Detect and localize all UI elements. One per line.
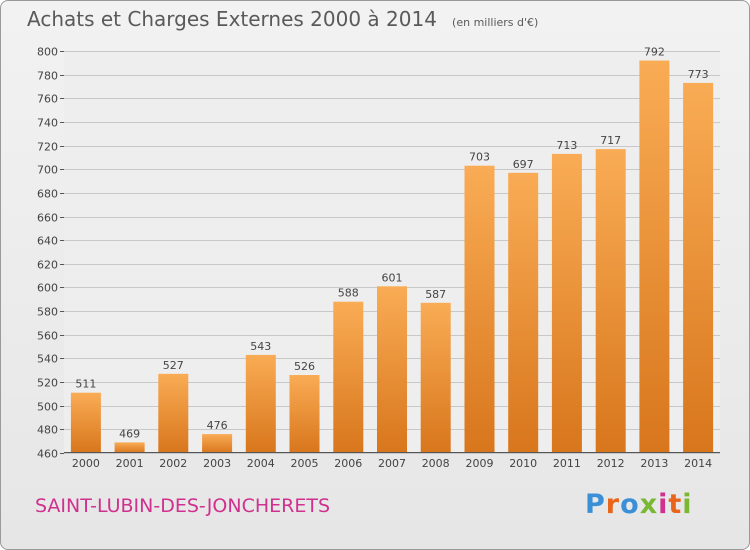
- logo-letter: o: [620, 489, 640, 520]
- data-label-2013: 792: [644, 46, 665, 59]
- y-tick-label: 780: [37, 70, 58, 83]
- bar-2007: [377, 286, 407, 453]
- data-label-2014: 773: [688, 68, 709, 81]
- data-label-2009: 703: [469, 151, 490, 164]
- chart-subtitle: (en milliers d'€): [452, 16, 539, 29]
- y-tick-label: 480: [37, 424, 58, 437]
- data-label-2004: 543: [250, 340, 271, 353]
- bar-2000: [70, 392, 101, 453]
- proxiti-logo: Proxiti: [585, 489, 693, 520]
- bar-2001: [114, 442, 145, 453]
- y-tick-label: 640: [37, 235, 58, 248]
- logo-letter: x: [639, 489, 659, 520]
- logo-letter: t: [668, 489, 683, 520]
- bar-2014: [683, 82, 714, 454]
- bar-2002: [158, 373, 189, 453]
- data-label-2011: 713: [556, 139, 577, 152]
- y-tick-label: 540: [37, 353, 58, 366]
- x-tick-label: 2013: [640, 457, 668, 470]
- y-tick-label: 720: [37, 141, 58, 154]
- data-label-2008: 587: [425, 288, 446, 301]
- logo-letter: i: [658, 489, 669, 520]
- bar-2013: [639, 60, 670, 453]
- title-row: Achats et Charges Externes 2000 à 2014 (…: [27, 7, 538, 31]
- x-tick-label: 2001: [116, 457, 144, 470]
- bar-2009: [464, 165, 495, 453]
- y-tick-label: 520: [37, 377, 58, 390]
- chart-title: Achats et Charges Externes 2000 à 2014: [27, 7, 437, 31]
- data-label-2001: 469: [119, 427, 140, 440]
- bar-2004: [245, 354, 276, 453]
- logo-letter: i: [682, 489, 693, 520]
- x-tick-label: 2000: [72, 457, 100, 470]
- data-label-2002: 527: [163, 359, 184, 372]
- y-tick-label: 700: [37, 164, 58, 177]
- x-tick-label: 2002: [159, 457, 187, 470]
- bar-2005: [289, 375, 320, 453]
- x-tick-label: 2003: [203, 457, 231, 470]
- logo-letter: P: [585, 489, 606, 520]
- data-label-2007: 601: [382, 271, 403, 284]
- x-axis-tick-labels: 2000 2001 2002 2003 2004 2005 2006 2007 2008 2009…: [72, 457, 712, 470]
- y-tick-label: 560: [37, 330, 58, 343]
- data-labels: 511 469 527 476 543 526 588 601 587 703 697 713 717 7…: [75, 46, 708, 441]
- x-tick-label: 2008: [422, 457, 450, 470]
- y-tick-label: 740: [37, 117, 58, 130]
- y-tick-label: 460: [37, 448, 58, 461]
- x-tick-label: 2011: [553, 457, 581, 470]
- bar-2006: [333, 301, 364, 453]
- y-tick-label: 660: [37, 212, 58, 225]
- y-tick-label: 680: [37, 188, 58, 201]
- bar-2012: [595, 149, 626, 453]
- y-tick-label: 580: [37, 306, 58, 319]
- x-tick-label: 2014: [684, 457, 712, 470]
- data-label-2000: 511: [75, 378, 96, 391]
- y-tick-label: 600: [37, 282, 58, 295]
- bar-2003: [202, 434, 233, 453]
- y-tick-label: 800: [37, 46, 58, 59]
- commune-name: SAINT-LUBIN-DES-JONCHERETS: [35, 495, 331, 517]
- data-label-2003: 476: [207, 419, 228, 432]
- y-axis-tick-labels: 460 480 500 520 540 560 580 600 620 640 660 680 700 7…: [37, 46, 58, 461]
- bar-2008: [420, 302, 451, 453]
- x-tick-label: 2010: [509, 457, 537, 470]
- x-tick-label: 2005: [291, 457, 319, 470]
- logo-letter: r: [605, 489, 621, 520]
- y-tick-label: 500: [37, 401, 58, 414]
- bar-2011: [551, 153, 582, 453]
- data-label-2010: 697: [513, 158, 534, 171]
- x-tick-label: 2004: [247, 457, 275, 470]
- y-tick-label: 620: [37, 259, 58, 272]
- x-tick-label: 2007: [378, 457, 406, 470]
- data-label-2012: 717: [600, 134, 621, 147]
- bar-2010: [508, 172, 539, 454]
- data-label-2005: 526: [294, 360, 315, 373]
- data-label-2006: 588: [338, 287, 359, 300]
- y-tick-label: 760: [37, 93, 58, 106]
- x-tick-label: 2006: [334, 457, 362, 470]
- bars: [70, 60, 714, 454]
- x-tick-label: 2012: [597, 457, 625, 470]
- x-tick-label: 2009: [466, 457, 494, 470]
